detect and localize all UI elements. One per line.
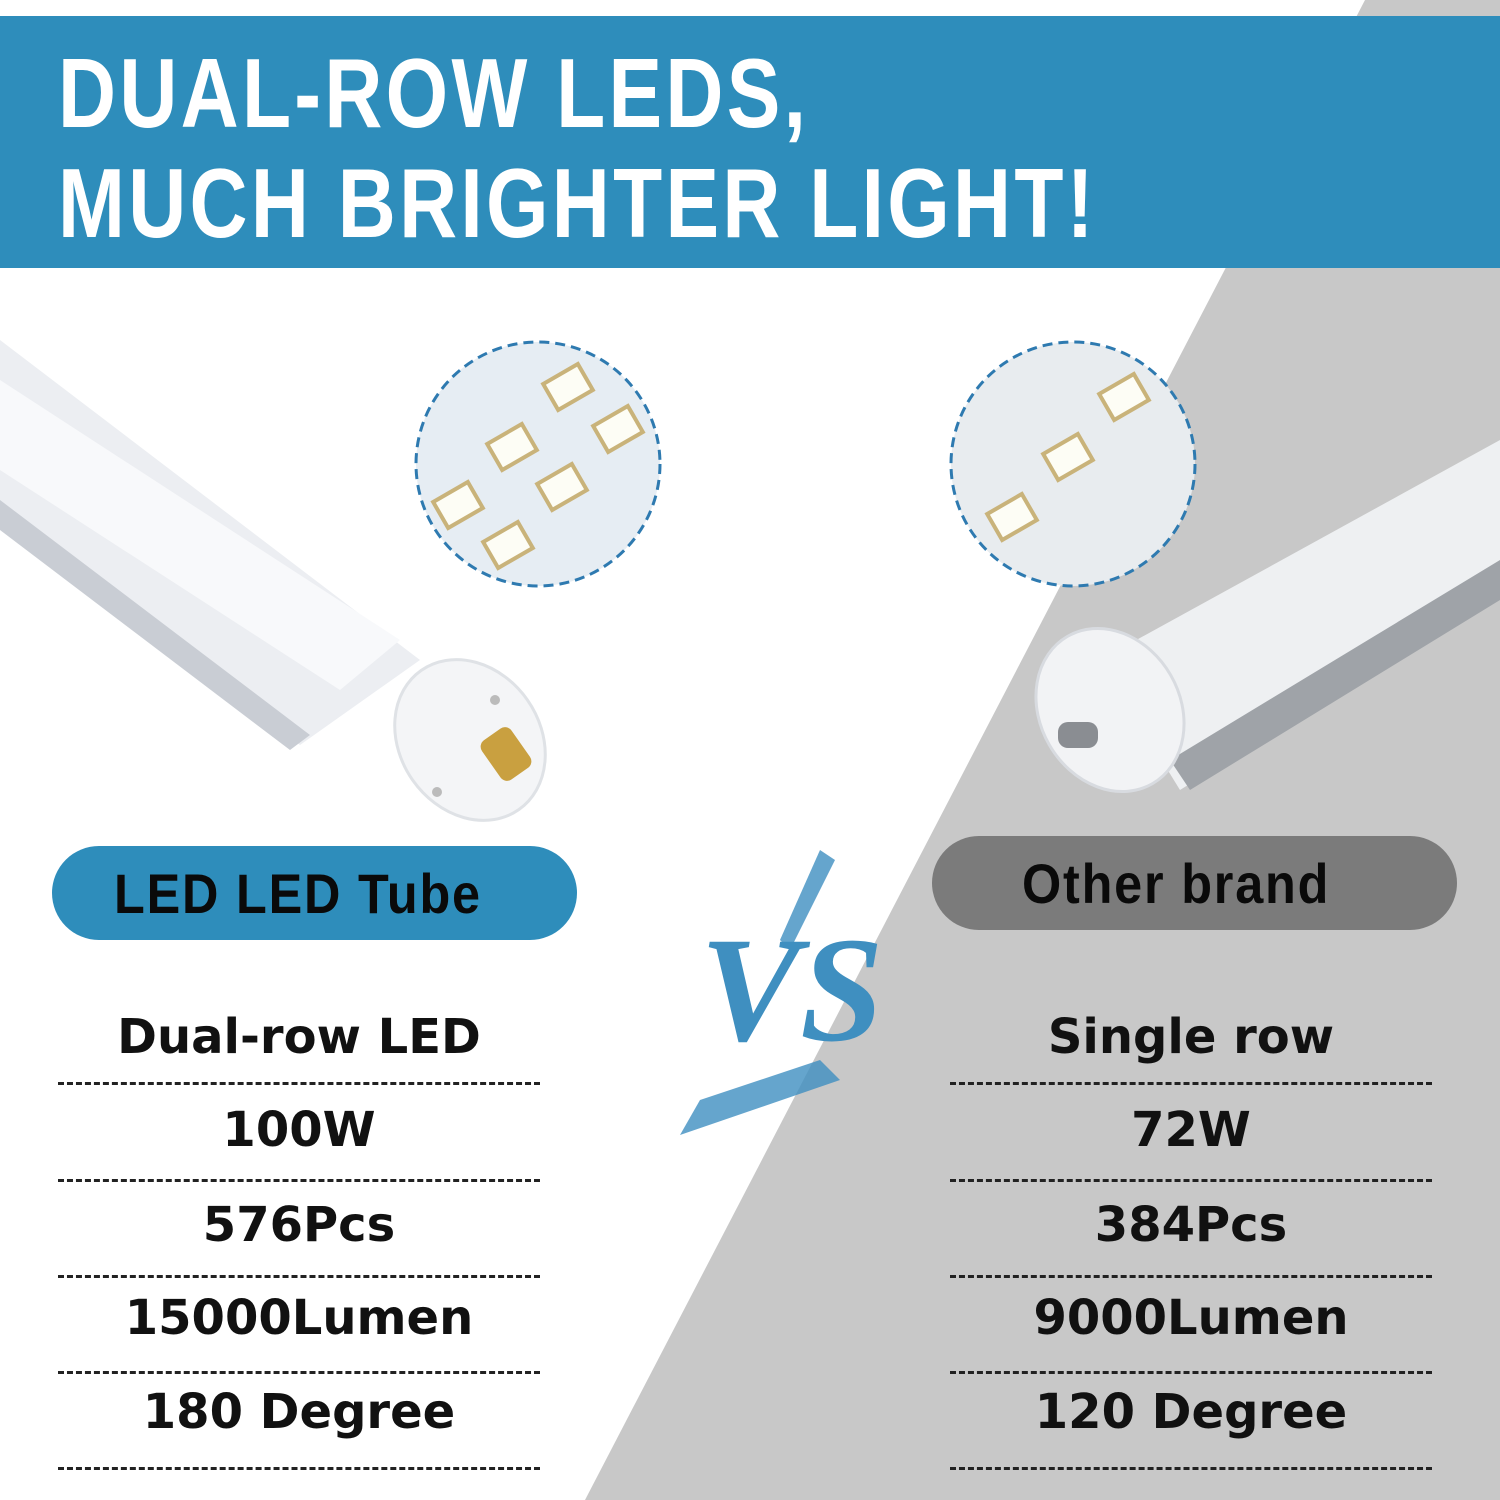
spec-wattage: 72W <box>1131 1102 1251 1158</box>
our-product-badge: LED LED Tube <box>52 846 577 940</box>
other-brand-badge: Other brand <box>932 836 1457 930</box>
gray-diagonal-panel <box>585 0 1500 1500</box>
single-row-tube-image <box>1034 440 1500 794</box>
spec-led-count: 384Pcs <box>1094 1197 1288 1253</box>
dual-row-tube-image <box>0 340 547 822</box>
spec-lumen: 9000Lumen <box>1033 1290 1349 1346</box>
divider <box>950 1082 1432 1085</box>
dual-row-led-closeup <box>414 340 662 588</box>
vs-label: VS <box>700 907 883 1073</box>
spec-led-rows: Single row <box>1047 1009 1335 1065</box>
spec-wattage: 100W <box>222 1102 376 1158</box>
divider <box>950 1275 1432 1278</box>
spec-beam-angle: 120 Degree <box>1034 1384 1348 1440</box>
headline-line-2: MUCH BRIGHTER LIGHT! <box>58 148 1097 258</box>
divider <box>950 1371 1432 1374</box>
divider <box>58 1371 540 1374</box>
spec-beam-angle: 180 Degree <box>142 1384 456 1440</box>
other-brand-badge-label: Other brand <box>1022 851 1331 915</box>
divider <box>950 1467 1432 1470</box>
spec-led-count: 576Pcs <box>202 1197 396 1253</box>
headline-line-1: DUAL-ROW LEDS, <box>58 38 810 148</box>
divider <box>58 1179 540 1182</box>
divider <box>58 1275 540 1278</box>
our-product-badge-label: LED LED Tube <box>114 861 482 925</box>
divider <box>58 1082 540 1085</box>
spec-led-rows: Dual-row LED <box>117 1009 481 1065</box>
divider <box>58 1467 540 1470</box>
spec-lumen: 15000Lumen <box>124 1290 474 1346</box>
single-row-led-closeup <box>949 340 1197 588</box>
vs-splash-icon <box>680 850 840 1135</box>
divider <box>950 1179 1432 1182</box>
header-banner <box>0 16 1500 268</box>
